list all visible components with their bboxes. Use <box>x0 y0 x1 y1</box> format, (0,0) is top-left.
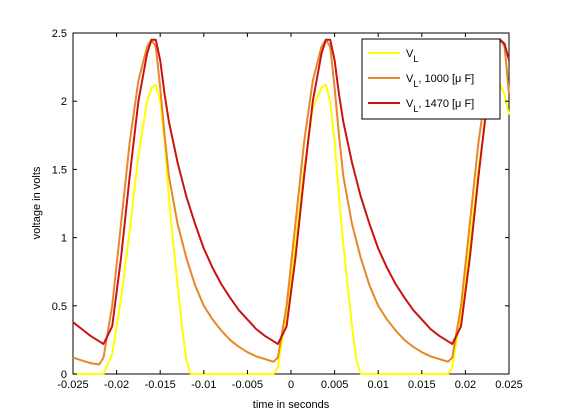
y-tick-label: 2 <box>61 96 67 108</box>
y-tick-label: 0.5 <box>52 301 67 313</box>
y-axis-label: voltage in volts <box>31 166 43 239</box>
legend-label-3: VL, 1470 [μ F] <box>406 98 474 114</box>
x-tick-label: 0 <box>288 379 294 391</box>
series-line-3 <box>72 38 510 345</box>
x-tick-label: 0.005 <box>321 379 349 391</box>
x-tick-label: -0.015 <box>145 379 176 391</box>
x-tick-label: 0.01 <box>367 379 388 391</box>
axes-layer: -0.025 -0.02 -0.015 -0.01 -0.005 0 0.005 0.01 0.… <box>52 28 523 391</box>
y-tick-label: 2.5 <box>52 28 67 40</box>
x-axis-label: time in seconds <box>253 399 330 411</box>
y-tick-label: 0 <box>61 369 67 381</box>
x-tick-label: -0.005 <box>232 379 263 391</box>
x-tick-label: 0.025 <box>495 379 523 391</box>
legend-label-1: VL <box>406 48 418 64</box>
y-tick-label: 1.5 <box>52 164 67 176</box>
x-tick-label: -0.02 <box>104 379 129 391</box>
legend-label-2: VL, 1000 [μ F] <box>406 73 474 89</box>
legend: VL VL, 1000 [μ F] VL, 1470 [μ F] <box>361 38 501 120</box>
y-tick-label: 1 <box>61 233 67 245</box>
series-layer <box>72 38 510 375</box>
x-tick-label: 0.02 <box>455 379 476 391</box>
x-tick-label: 0.015 <box>408 379 436 391</box>
x-tick-label: -0.01 <box>191 379 216 391</box>
x-tick-label: -0.025 <box>57 379 88 391</box>
